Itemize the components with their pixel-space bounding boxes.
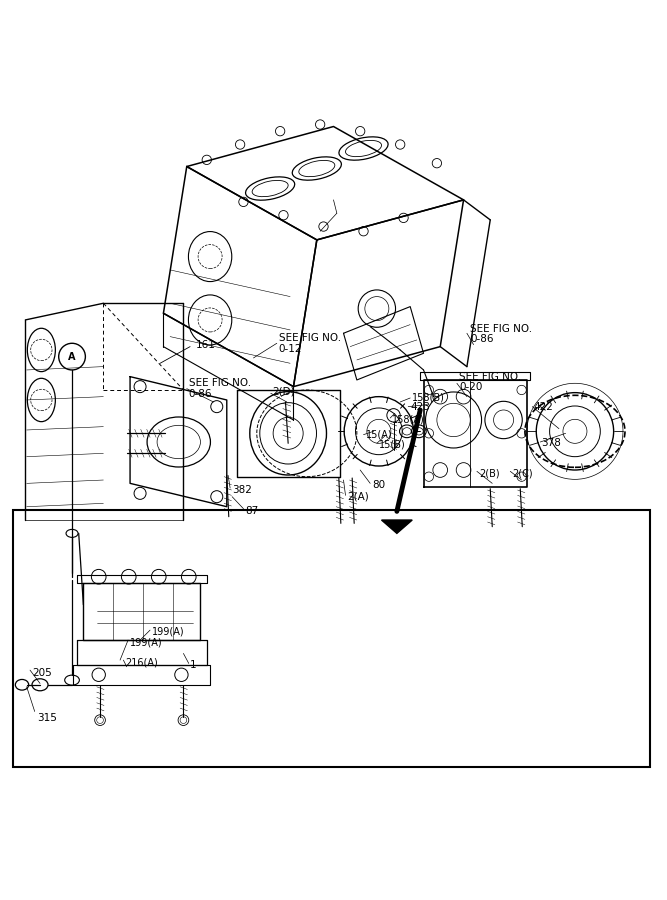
Text: 161: 161 [195, 339, 215, 349]
Text: A: A [68, 352, 76, 362]
Text: 382: 382 [232, 485, 252, 495]
Polygon shape [382, 520, 412, 534]
Text: 15(A): 15(A) [366, 429, 392, 440]
Text: 205: 205 [32, 669, 52, 679]
Text: 1: 1 [190, 660, 197, 670]
Text: 423: 423 [410, 401, 430, 411]
Text: 158(B): 158(B) [412, 393, 445, 403]
Bar [13, 510, 650, 767]
Text: 199(A): 199(A) [130, 637, 163, 647]
Text: 2(C): 2(C) [512, 468, 533, 478]
Text: SEE FIG NO.: SEE FIG NO. [459, 372, 521, 382]
Text: 0-20: 0-20 [459, 382, 482, 392]
Text: 216(A): 216(A) [125, 657, 158, 667]
Text: 0-86: 0-86 [189, 389, 212, 399]
Text: 422: 422 [534, 401, 554, 411]
Text: 378: 378 [542, 438, 562, 448]
Text: SEE FIG NO.: SEE FIG NO. [470, 324, 532, 334]
Text: 0-86: 0-86 [470, 334, 494, 345]
Text: 315: 315 [37, 713, 57, 723]
Text: 2(A): 2(A) [347, 491, 369, 501]
Text: 87: 87 [245, 507, 259, 517]
Text: SEE FIG NO.: SEE FIG NO. [189, 378, 251, 388]
Text: 0-12: 0-12 [279, 344, 302, 354]
Text: 80: 80 [372, 480, 386, 490]
Text: SEE FIG NO.: SEE FIG NO. [279, 333, 341, 343]
Text: 2(B): 2(B) [479, 468, 500, 478]
Text: 199(A): 199(A) [152, 626, 185, 636]
Text: 2(D): 2(D) [272, 386, 295, 396]
Text: 15(B): 15(B) [379, 440, 406, 450]
Text: 158(A): 158(A) [392, 414, 425, 424]
